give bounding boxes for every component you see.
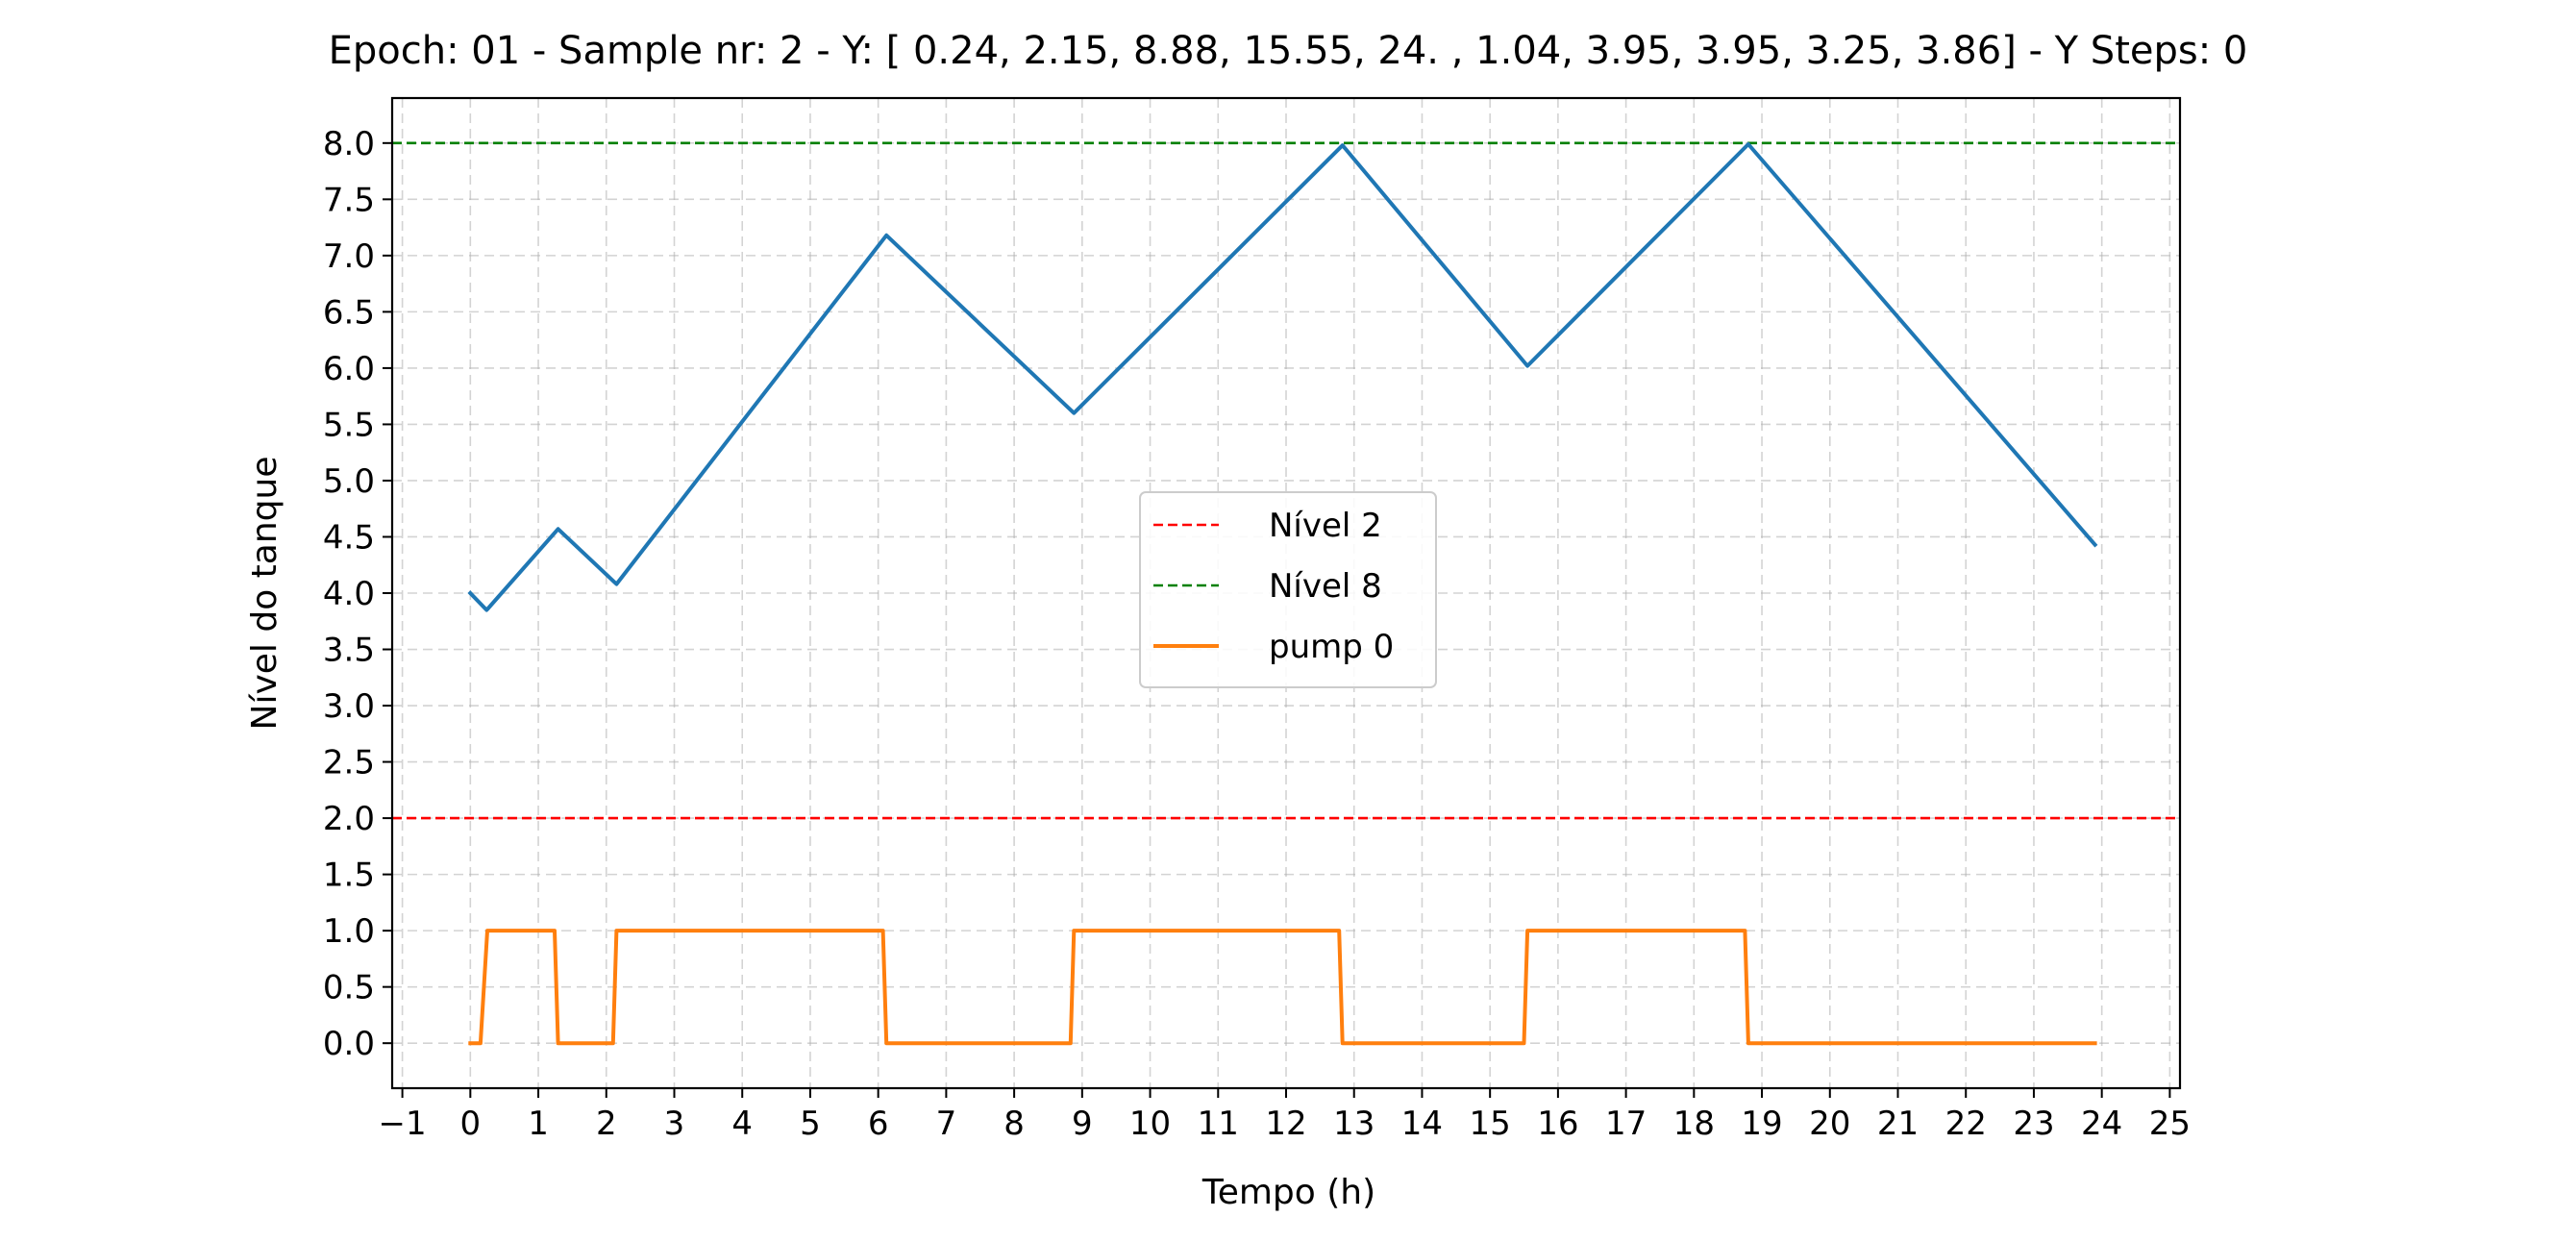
legend: Nível 2 Nível 8 pump 0 — [1139, 491, 1437, 688]
y-tick-label: 6.5 — [323, 293, 375, 332]
x-tick-label: 18 — [1673, 1105, 1715, 1143]
x-tick-label: 7 — [936, 1105, 957, 1143]
x-tick-label: 16 — [1537, 1105, 1578, 1143]
y-axis-title: Nível do tanque — [245, 457, 285, 731]
x-tick-label: 0 — [460, 1105, 482, 1143]
y-tick-label: 3.0 — [323, 687, 375, 726]
legend-box — [1139, 491, 1437, 688]
legend-label: Nível 2 — [1269, 507, 1382, 545]
x-tick-label: 25 — [2149, 1105, 2191, 1143]
x-tick-label: 17 — [1605, 1105, 1647, 1143]
x-tick-label: 13 — [1333, 1105, 1375, 1143]
series-group — [467, 142, 2098, 1046]
x-axis-title: Tempo (h) — [1201, 1173, 1375, 1212]
y-tick-label: 2.5 — [323, 744, 375, 782]
x-tick-label: 9 — [1072, 1105, 1093, 1143]
y-tick-label: 3.5 — [323, 632, 375, 670]
y-tick-label: 4.5 — [323, 518, 375, 557]
x-tick-label: 15 — [1470, 1105, 1511, 1143]
reference-lines — [392, 141, 2180, 820]
x-tick-label: 6 — [868, 1105, 889, 1143]
x-tick-label: 20 — [1809, 1105, 1850, 1143]
x-tick-label: 2 — [596, 1105, 617, 1143]
y-tick-label: 7.5 — [323, 181, 375, 219]
y-tick-label: 2.0 — [323, 800, 375, 838]
x-tick-label: 24 — [2081, 1105, 2122, 1143]
y-tick-label: 1.0 — [323, 912, 375, 951]
x-tick-label: 21 — [1877, 1105, 1919, 1143]
legend-label: pump 0 — [1269, 628, 1394, 666]
x-tick-label: 23 — [2013, 1105, 2054, 1143]
y-tick-label: 5.0 — [323, 462, 375, 501]
x-tick-label: 3 — [664, 1105, 685, 1143]
series-line-tank-level — [467, 142, 2098, 612]
x-tick-label: 22 — [1945, 1105, 1987, 1143]
y-tick-label: 4.0 — [323, 575, 375, 613]
x-tick-label: 12 — [1265, 1105, 1306, 1143]
x-tick-label: −1 — [379, 1105, 427, 1143]
x-tick-label: 14 — [1401, 1105, 1443, 1143]
y-tick-label: 0.5 — [323, 969, 375, 1007]
x-tick-label: 19 — [1741, 1105, 1782, 1143]
y-tick-label: 7.0 — [323, 237, 375, 276]
x-axis-ticks: −1 0 1 2 3 4 5 6 7 8 9 10 11 12 13 14 15 16 17 18 19 20 21 22 23… — [379, 1088, 2191, 1143]
y-tick-label: 8.0 — [323, 125, 375, 163]
chart-title: Epoch: 01 - Sample nr: 2 - Y: [ 0.24, 2.… — [329, 29, 2248, 73]
x-tick-label: 1 — [528, 1105, 549, 1143]
series-line-pump-0 — [468, 929, 2097, 1046]
x-tick-label: 8 — [1003, 1105, 1025, 1143]
legend-label: Nível 8 — [1269, 567, 1382, 606]
y-axis-ticks: 0.0 0.5 1.0 1.5 2.0 2.5 3.0 3.5 4.0 4.5 5.0 5.5 6.0 6… — [323, 125, 392, 1063]
y-tick-label: 6.0 — [323, 350, 375, 388]
y-tick-label: 1.5 — [323, 857, 375, 895]
y-tick-label: 0.0 — [323, 1025, 375, 1063]
x-tick-label: 10 — [1129, 1105, 1171, 1143]
x-tick-label: 5 — [800, 1105, 821, 1143]
x-tick-label: 11 — [1198, 1105, 1239, 1143]
y-tick-label: 5.5 — [323, 406, 375, 444]
x-tick-label: 4 — [731, 1105, 753, 1143]
